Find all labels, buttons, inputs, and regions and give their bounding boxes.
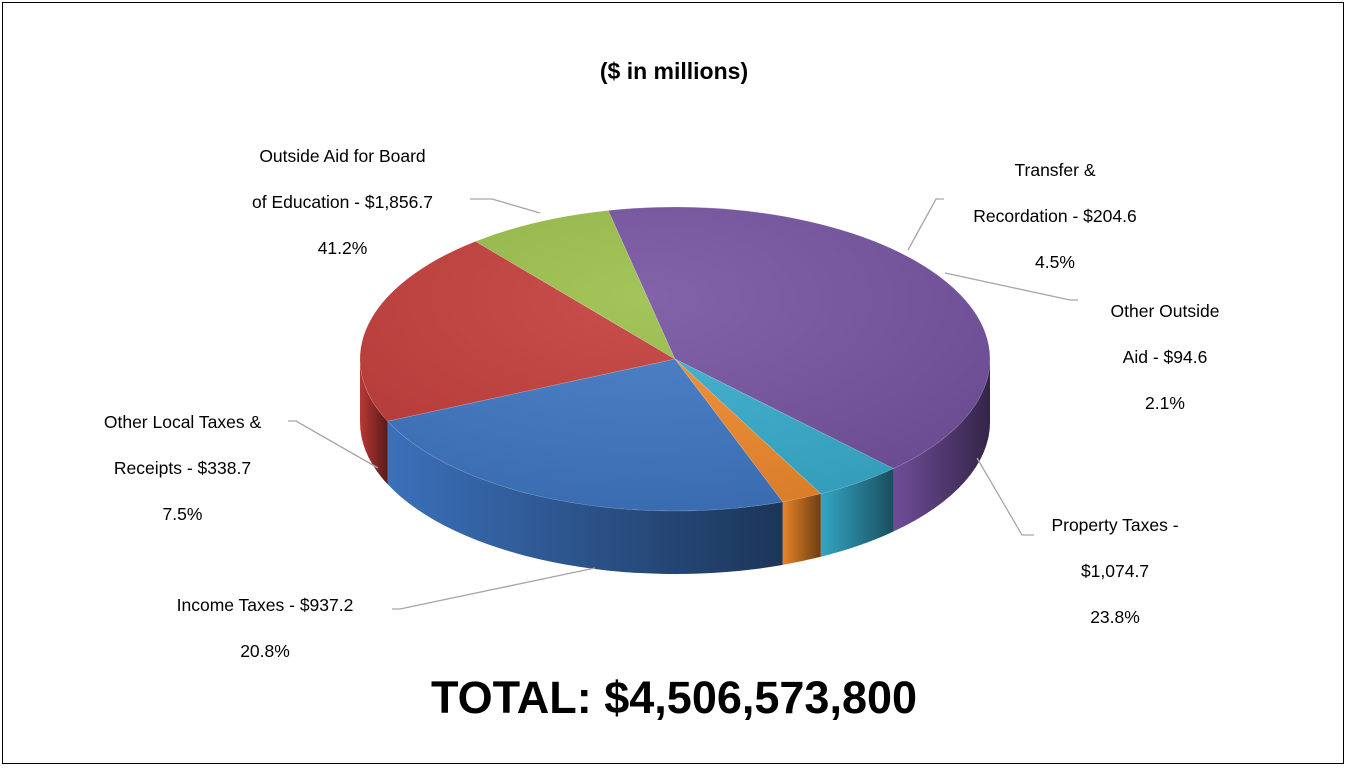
label-property-taxes: Property Taxes - $1,074.7 23.8% xyxy=(1030,491,1200,629)
label-income-taxes: Income Taxes - $937.2 20.8% xyxy=(140,571,390,663)
pie-top-shading xyxy=(360,207,990,511)
label-outside-aid-boe-line3: 41.2% xyxy=(317,238,368,258)
label-other-outside-aid: Other Outside Aid - $94.6 2.1% xyxy=(1075,277,1255,415)
pie-side-shade-transfer-recordation xyxy=(820,468,894,557)
pie-side-shade-outside-aid-for-board-of-education xyxy=(893,359,990,532)
label-other-local-taxes-line2: Receipts - $338.7 xyxy=(113,458,252,478)
label-other-outside-aid-line1: Other Outside xyxy=(1110,301,1220,321)
chart-subtitle: ($ in millions) xyxy=(599,58,749,84)
leader-outside-aid-boe xyxy=(470,198,541,214)
label-outside-aid-boe-line2: of Education - $1,856.7 xyxy=(252,192,433,212)
label-other-local-taxes: Other Local Taxes & Receipts - $338.7 7.… xyxy=(60,388,305,526)
label-property-taxes-line3: 23.8% xyxy=(1090,607,1140,627)
label-outside-aid-boe: Outside Aid for Board of Education - $1,… xyxy=(200,122,485,260)
label-other-outside-aid-line2: Aid - $94.6 xyxy=(1122,347,1208,367)
pie-side-shade-property-taxes xyxy=(387,421,783,574)
label-transfer-recordation-line2: Recordation - $204.6 xyxy=(973,206,1137,226)
label-income-taxes-line2: 20.8% xyxy=(240,641,290,661)
leader-income-taxes xyxy=(392,567,596,610)
label-income-taxes-line1: Income Taxes - $937.2 xyxy=(176,595,354,615)
label-other-outside-aid-line3: 2.1% xyxy=(1145,393,1185,413)
label-property-taxes-line1: Property Taxes - xyxy=(1051,515,1179,535)
label-outside-aid-boe-line1: Outside Aid for Board xyxy=(259,146,426,166)
leader-other-local-taxes xyxy=(288,420,379,469)
pie-side-shade-other-outside-aid xyxy=(782,493,821,565)
total-amount: TOTAL: $4,506,573,800 xyxy=(430,672,918,723)
label-transfer-recordation-line1: Transfer & xyxy=(1014,160,1096,180)
label-transfer-recordation-line3: 4.5% xyxy=(1035,252,1075,272)
leader-other-outside-aid xyxy=(944,272,1078,301)
leader-transfer-recordation xyxy=(907,198,944,251)
label-other-local-taxes-line3: 7.5% xyxy=(162,504,203,524)
pie-side-shade-income-taxes xyxy=(360,359,388,485)
label-transfer-recordation: Transfer & Recordation - $204.6 4.5% xyxy=(935,136,1175,274)
leader-property-taxes xyxy=(976,457,1034,536)
label-other-local-taxes-line1: Other Local Taxes & xyxy=(103,412,262,432)
label-property-taxes-line2: $1,074.7 xyxy=(1080,561,1150,581)
